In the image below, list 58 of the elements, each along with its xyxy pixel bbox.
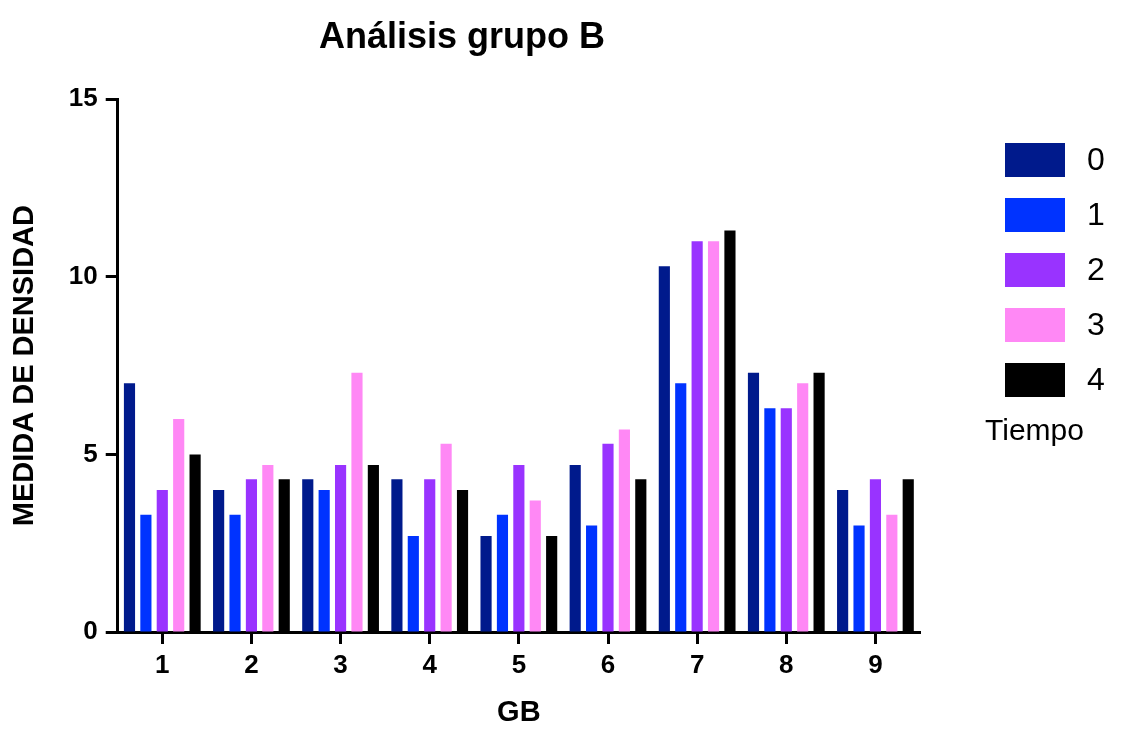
bar (229, 514, 241, 632)
legend-label: 1 (1087, 196, 1105, 233)
legend-label: 2 (1087, 251, 1105, 288)
bar (691, 241, 703, 632)
x-tick-label: 1 (155, 648, 170, 679)
bar (707, 241, 720, 632)
y-tick-label: 15 (68, 82, 98, 113)
y-axis-title: MEDIDA DE DENSIDAD (7, 205, 40, 527)
bar (318, 489, 330, 632)
x-tick-label: 2 (244, 648, 259, 679)
bar (569, 465, 581, 632)
y-tick-label: 0 (83, 615, 98, 646)
bar (335, 465, 347, 632)
bar (586, 525, 598, 632)
bar (658, 266, 670, 632)
bar (391, 479, 403, 632)
bar (837, 489, 849, 632)
x-tick-label: 6 (600, 648, 616, 679)
bar (407, 536, 419, 632)
bar (869, 479, 882, 632)
x-tick-label: 5 (511, 648, 527, 679)
bar (780, 408, 792, 632)
bar (480, 536, 492, 632)
chart-title: Análisis grupo B (318, 14, 606, 56)
bar (747, 372, 760, 632)
bar (351, 372, 363, 632)
bar (123, 383, 136, 632)
x-tick-label: 4 (422, 648, 438, 679)
legend-title: Tiempo (985, 413, 1085, 447)
bar (424, 479, 436, 632)
bar (602, 443, 614, 632)
bar (675, 383, 687, 632)
x-axis-title: GB (497, 694, 541, 727)
bar (764, 408, 776, 632)
bar (213, 489, 225, 632)
x-tick-label: 7 (689, 648, 705, 679)
legend-label: 0 (1087, 141, 1105, 178)
bar (853, 525, 865, 632)
bar (440, 443, 452, 632)
legend-label: 4 (1087, 361, 1105, 398)
x-tick-label: 9 (868, 648, 883, 679)
bar (513, 465, 525, 632)
bar (302, 479, 314, 632)
bar (156, 489, 168, 632)
bar (886, 514, 898, 632)
bar (262, 465, 274, 632)
bar (529, 500, 541, 632)
bar (245, 479, 258, 632)
legend-label: 3 (1087, 306, 1105, 343)
bar (140, 514, 152, 632)
y-tick-label: 10 (68, 259, 98, 290)
bar (618, 429, 630, 632)
bar (797, 383, 809, 632)
x-tick-label: 3 (333, 648, 348, 679)
x-tick-label: 8 (779, 648, 794, 679)
bar (173, 418, 185, 632)
y-tick-label: 5 (83, 437, 98, 468)
bar (496, 514, 509, 632)
